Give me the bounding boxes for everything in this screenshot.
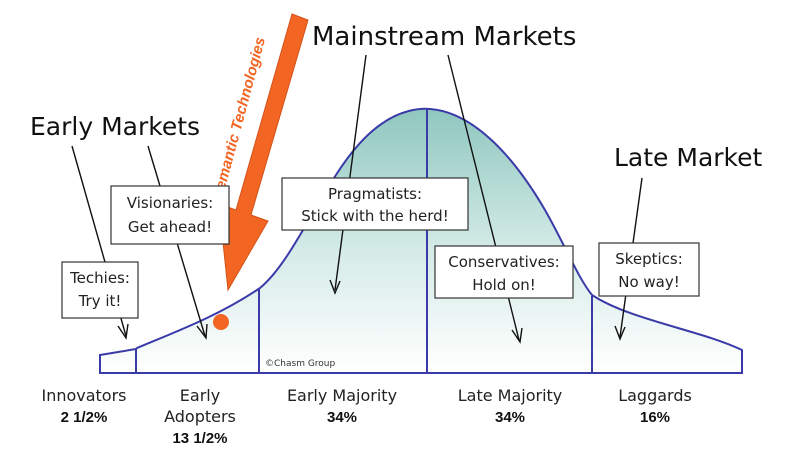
pointer-mainstream-left-head [329,279,341,295]
segment-early-adopters: Early Adopters 13 1/2% [164,386,236,447]
box-conservatives-line1: Conservatives: [448,253,559,271]
box-conservatives: Conservatives: Hold on! [434,245,574,299]
box-techies-line1: Techies: [69,269,130,287]
segment-innovators-label: Innovators [41,386,126,405]
adoption-position-marker [213,314,229,330]
pointer-mainstream-right-head [511,327,523,344]
segment-laggards-label: Laggards [618,386,692,405]
box-skeptics: Skeptics: No way! [598,242,700,297]
pointer-early-markets-left-head [117,323,129,340]
segment-early-majority-label: Early Majority [287,386,397,405]
segment-early-majority: Early Majority 34% [287,386,397,426]
box-techies-line2: Try it! [78,292,122,310]
bell-curve [99,107,743,374]
segment-late-majority: Late Majority 34% [458,386,563,426]
box-techies: Techies: Try it! [61,261,139,319]
segment-late-majority-label: Late Majority [458,386,563,405]
box-visionaries-line1: Visionaries: [127,194,213,212]
heading-late-market: Late Market [614,143,763,172]
box-pragmatists-line2: Stick with the herd! [301,207,448,225]
semantic-technologies-arrow [218,13,309,292]
segment-early-majority-percent: 34% [327,409,357,426]
copyright-text: ©Chasm Group [265,359,336,369]
box-skeptics-line2: No way! [618,273,680,291]
box-visionaries-line2: Get ahead! [128,218,212,236]
box-conservatives-line2: Hold on! [472,276,536,294]
pointer-mainstream-left [334,54,367,291]
heading-mainstream-markets: Mainstream Markets [312,22,576,52]
pointer-late-market-head [614,325,626,341]
box-pragmatists: Pragmatists: Stick with the herd! [281,177,469,231]
box-skeptics-line1: Skeptics: [615,250,683,268]
box-pragmatists-line1: Pragmatists: [328,185,422,203]
segment-innovators: Innovators 2 1/2% [41,386,126,426]
segment-late-majority-percent: 34% [495,409,525,426]
segment-innovators-percent: 2 1/2% [61,409,108,426]
segment-early-adopters-percent: 13 1/2% [172,430,227,447]
segment-early-adopters-label-line1: Early [180,386,220,405]
segment-laggards: Laggards 16% [618,386,692,426]
segment-laggards-percent: 16% [640,409,670,426]
box-visionaries: Visionaries: Get ahead! [110,185,230,245]
segment-early-adopters-label-line2: Adopters [164,407,236,426]
heading-early-markets: Early Markets [30,112,200,141]
pointer-early-markets-right-head [196,323,208,340]
